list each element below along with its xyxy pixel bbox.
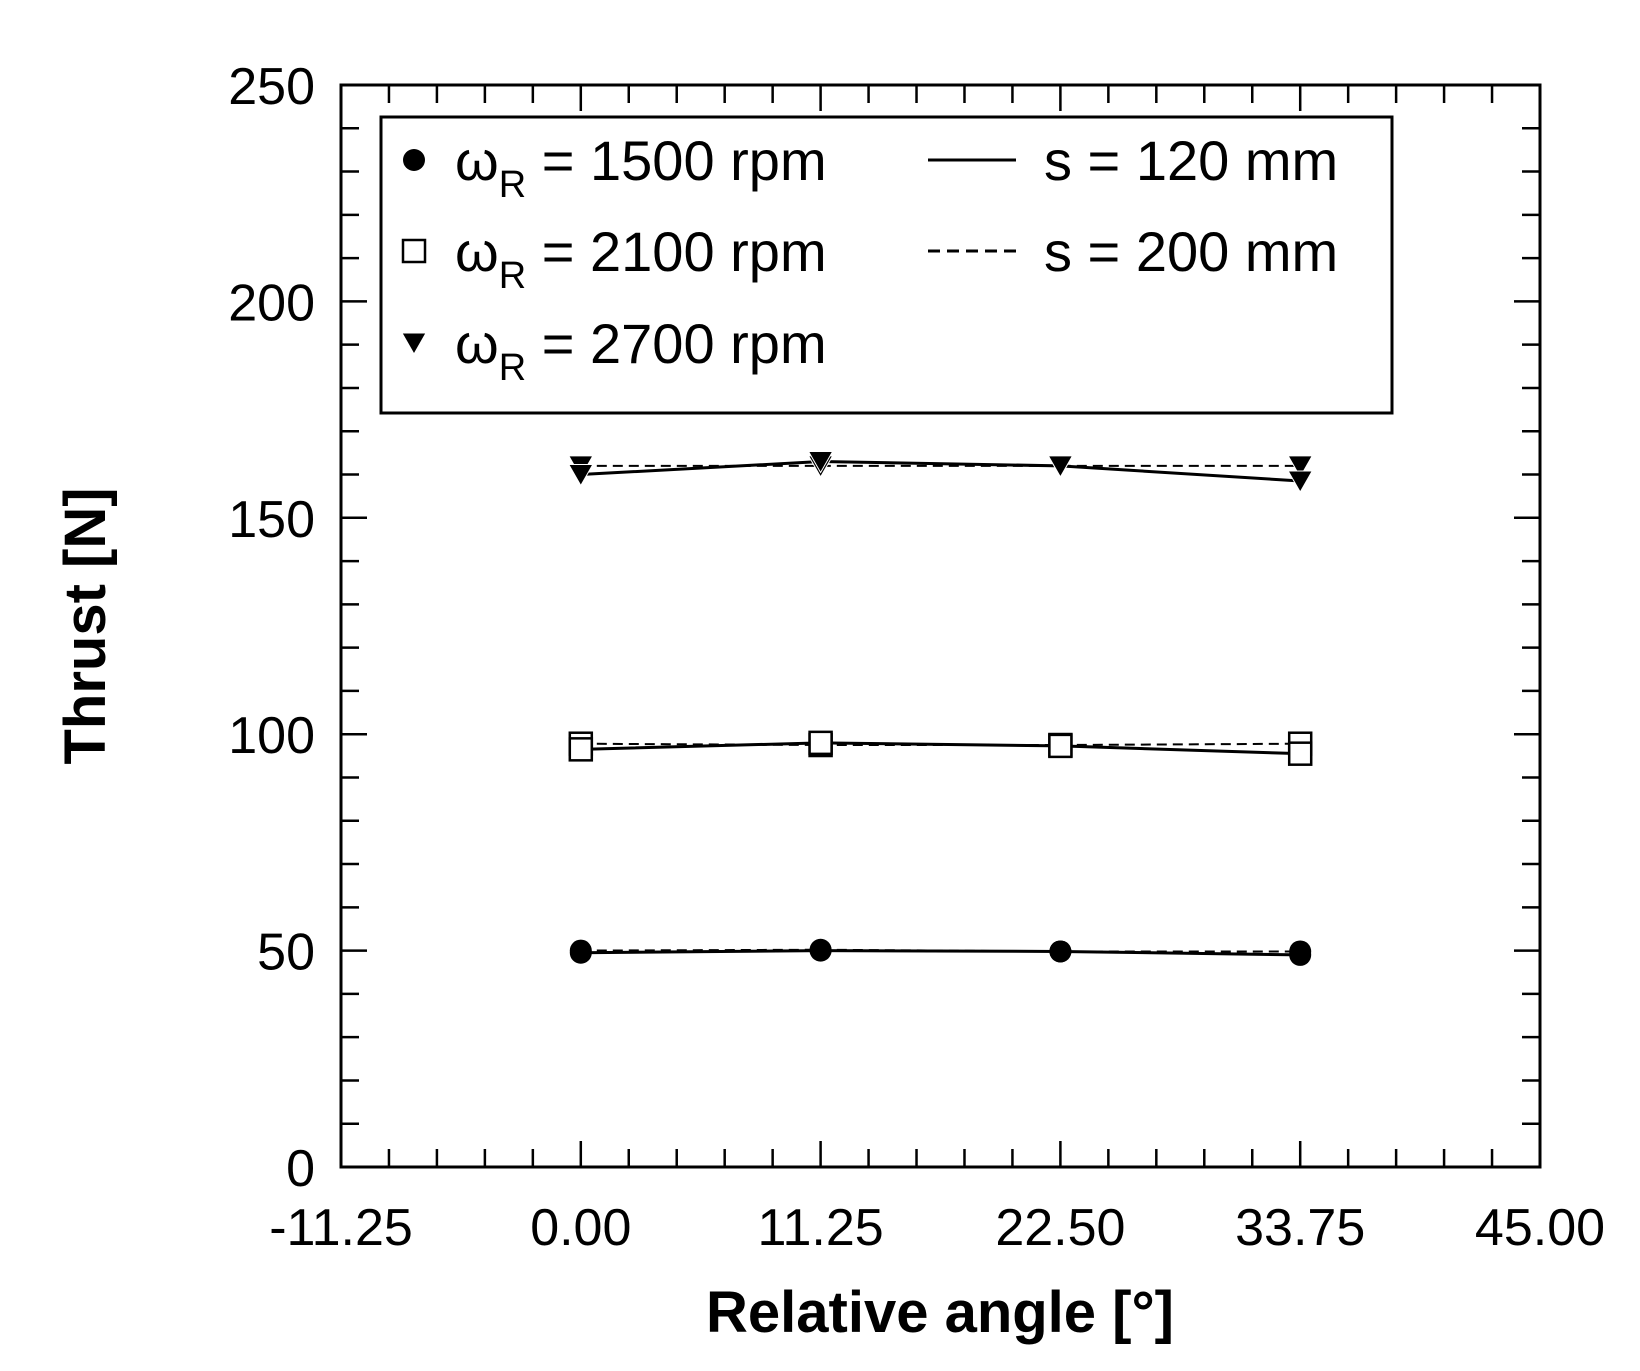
data-point (1289, 943, 1312, 966)
legend-line-label: s = 120 mm (1044, 129, 1338, 192)
legend-value: = 2700 rpm (526, 312, 826, 375)
plot-frame (339, 83, 1542, 1169)
legend-subscript: R (499, 347, 526, 389)
y-tick-label: 0 (286, 1140, 315, 1198)
y-tick-label: 50 (257, 924, 315, 982)
legend-marker (401, 332, 427, 356)
data-point (809, 939, 832, 962)
legend-subscript: R (499, 255, 526, 297)
y-tick-label: 250 (228, 58, 315, 116)
legend-label: ωR = 2100 rpm (455, 220, 827, 297)
data-point (1047, 455, 1074, 478)
legend-line-entries: s = 120 mm s = 200 mm (928, 129, 1338, 283)
series-lines (580, 460, 1301, 957)
x-axis-title: Relative angle [°] (706, 1280, 1174, 1345)
data-point (807, 451, 834, 474)
series-points (567, 451, 1314, 966)
x-tick-label: 22.50 (995, 1199, 1125, 1257)
y-tick-label: 200 (228, 274, 315, 332)
legend-marker (403, 149, 425, 171)
tick-marks (341, 85, 1540, 1167)
data-point (1287, 470, 1314, 494)
series-line (580, 460, 1301, 483)
legend-box (379, 115, 1394, 415)
x-tick-label: -11.25 (269, 1199, 413, 1257)
tick-labels: -11.25 0.00 11.25 22.50 33.75 45.00 0 50 100 150 2… (228, 58, 1605, 1257)
x-tick-label: 11.25 (757, 1199, 883, 1257)
x-tick-label: 45.00 (1475, 1199, 1605, 1257)
legend-marker (401, 238, 427, 264)
data-point (1287, 741, 1313, 766)
y-tick-label: 100 (228, 707, 315, 765)
legend-symbol: ω (455, 312, 499, 375)
data-point (1049, 940, 1072, 963)
data-point (568, 737, 594, 762)
legend-value: = 1500 rpm (526, 129, 826, 192)
series-line (580, 741, 1301, 756)
data-point (567, 464, 594, 487)
legend-label: ωR = 1500 rpm (455, 129, 827, 206)
legend-label: ωR = 2700 rpm (455, 312, 827, 389)
legend-line-label: s = 200 mm (1044, 220, 1338, 283)
series-line (580, 949, 1301, 957)
legend-symbol: ω (455, 220, 499, 283)
legend-symbol: ω (455, 129, 499, 192)
x-tick-label: 0.00 (530, 1199, 631, 1257)
data-point (569, 941, 592, 964)
data-point (1287, 455, 1314, 478)
y-tick-label: 150 (228, 491, 315, 549)
legend-subscript: R (499, 164, 526, 206)
legend-value: = 2100 rpm (526, 220, 826, 283)
y-axis-title: Thrust [N] (53, 487, 118, 764)
data-point (1048, 733, 1073, 759)
data-point (808, 730, 833, 756)
x-tick-label: 33.75 (1235, 1199, 1365, 1257)
